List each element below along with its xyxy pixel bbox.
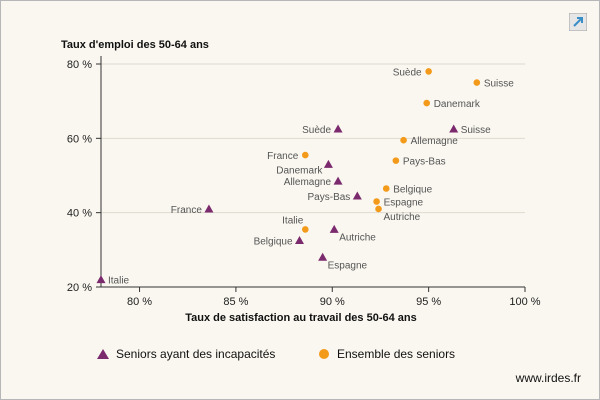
y-tick-label: 60 % (67, 133, 92, 145)
point-label: Autriche (384, 212, 421, 223)
data-point-triangle (333, 124, 343, 133)
y-tick-label: 80 % (67, 59, 92, 71)
x-tick-label: 80 % (127, 296, 152, 308)
point-label: Allemagne (284, 177, 332, 188)
data-point-triangle (295, 236, 305, 245)
data-point-circle (375, 205, 382, 213)
data-point-circle (382, 185, 390, 192)
x-tick-label: 90 % (320, 296, 345, 308)
source-label: www.irdes.fr (515, 371, 581, 385)
data-point-circle (473, 79, 481, 86)
point-label: Pays-Bas (308, 192, 351, 203)
y-tick-label: 20 % (67, 282, 92, 294)
x-tick-label: 100 % (509, 296, 540, 308)
data-point-triangle (329, 224, 339, 233)
data-point-triangle (449, 124, 459, 133)
data-point-circle (373, 198, 380, 205)
x-axis-label: Taux de satisfaction au travail des 50-6… (185, 312, 417, 324)
data-point-circle (301, 226, 309, 233)
circle-icon (319, 349, 329, 359)
data-point-circle (425, 68, 432, 75)
legend-item-series-2: Ensemble des seniors (317, 347, 455, 361)
point-label: Italie (108, 276, 130, 287)
legend-label-series-2: Ensemble des seniors (337, 347, 456, 361)
data-point-triangle (323, 159, 333, 168)
data-point-triangle (333, 176, 343, 185)
point-label: Pays-Bas (403, 157, 446, 168)
triangle-icon (97, 349, 109, 359)
x-tick-label: 95 % (416, 296, 441, 308)
data-point-circle (400, 136, 407, 144)
point-label: Suède (302, 125, 331, 136)
legend-item-series-1: Seniors ayant des incapacités (96, 347, 275, 361)
point-label: France (267, 151, 299, 162)
data-point-circle (423, 99, 431, 107)
data-point-triangle (96, 275, 106, 284)
point-label: Belgique (393, 185, 432, 196)
point-label: France (171, 205, 203, 216)
point-label: Danemark (434, 99, 481, 110)
y-axis-label: Taux d'emploi des 50-64 ans (61, 39, 209, 51)
point-label: Allemagne (411, 136, 459, 147)
point-label: Suisse (484, 79, 514, 90)
x-tick-label: 85 % (223, 296, 248, 308)
legend-label-series-1: Seniors ayant des incapacités (116, 347, 276, 361)
point-label: Danemark (276, 165, 323, 176)
scatter-plot: 20 % 40 % 60 % 80 % 80 % 85 % 90 % 95 % 100 % Ita… (67, 56, 541, 308)
point-label: Autriche (339, 232, 376, 243)
y-tick-label: 40 % (67, 208, 92, 220)
data-point-circle (301, 151, 309, 159)
expand-icon[interactable] (569, 13, 587, 31)
data-point-triangle (318, 252, 328, 261)
point-label: Espagne (384, 198, 424, 209)
data-point-triangle (204, 204, 214, 213)
point-label: Suède (393, 67, 422, 78)
point-label: Suisse (461, 125, 491, 136)
point-label: Belgique (254, 237, 293, 248)
point-label: Espagne (328, 260, 368, 271)
point-label: Italie (282, 215, 304, 226)
data-point-circle (392, 157, 400, 164)
data-point-triangle (352, 191, 362, 200)
